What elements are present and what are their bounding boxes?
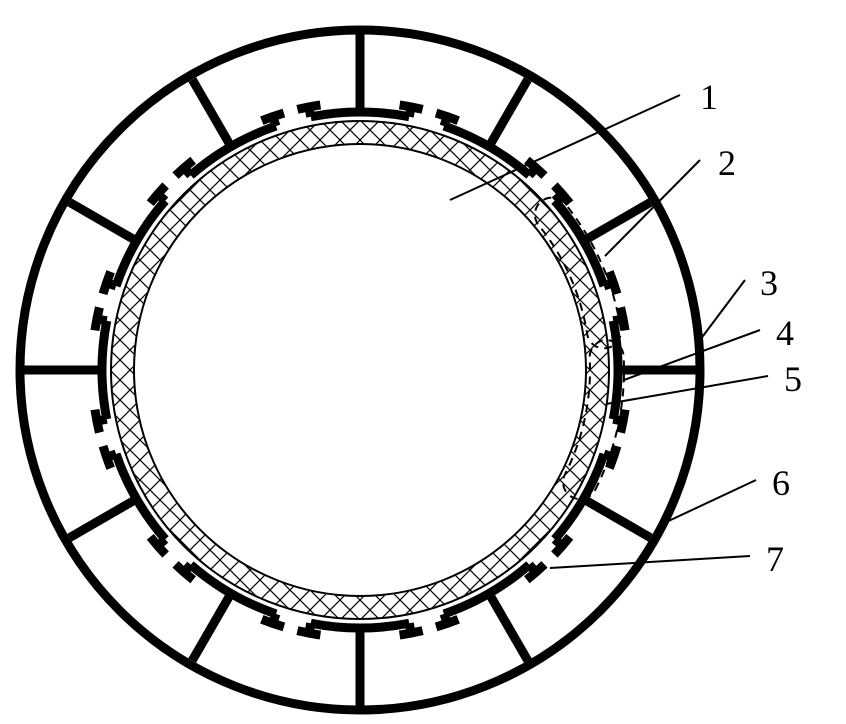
inner-arc-segment [311, 623, 409, 628]
inner-liner [134, 144, 586, 596]
radial-rib [192, 593, 231, 660]
leader-line [606, 376, 768, 404]
radial-rib [69, 202, 136, 241]
radial-rib [489, 79, 528, 146]
radial-rib [489, 593, 528, 660]
label-3: 3 [760, 262, 778, 304]
leader-line [550, 556, 750, 568]
radial-rib [583, 499, 650, 538]
label-2: 2 [718, 142, 736, 184]
inner-arc-segment [102, 321, 107, 419]
label-7: 7 [766, 538, 784, 580]
leader-line [605, 160, 700, 256]
radial-rib [69, 499, 136, 538]
radial-rib [583, 202, 650, 241]
leader-line [700, 280, 745, 340]
inner-arc-segment [311, 112, 409, 117]
cross-section-diagram [0, 0, 846, 724]
label-5: 5 [784, 358, 802, 400]
radial-rib [192, 79, 231, 146]
label-6: 6 [772, 462, 790, 504]
inner-arc-segment [613, 321, 618, 419]
label-1: 1 [700, 76, 718, 118]
label-4: 4 [776, 312, 794, 354]
